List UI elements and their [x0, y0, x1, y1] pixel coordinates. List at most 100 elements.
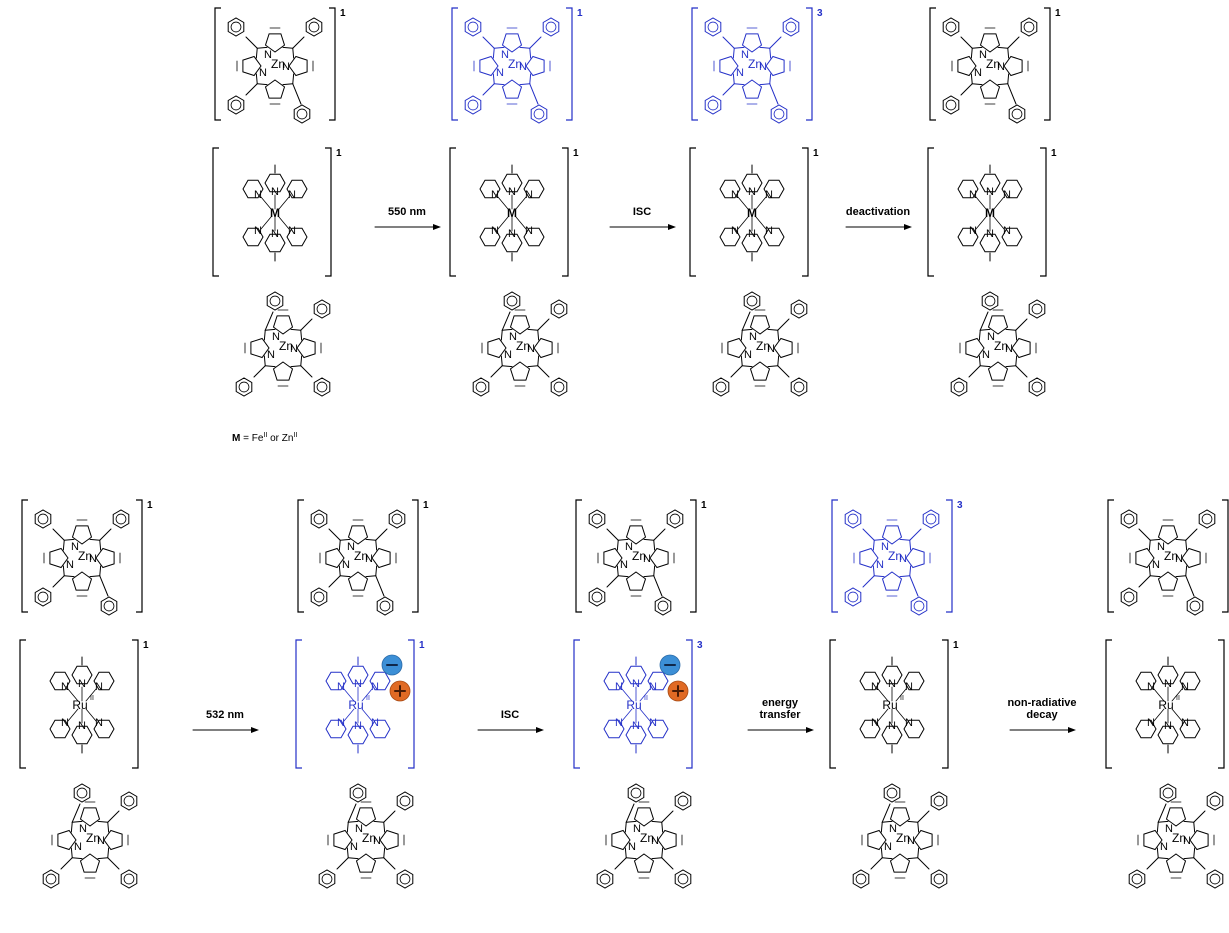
- nitrogen-label: N: [271, 228, 279, 240]
- nitrogen-label: N: [986, 186, 994, 198]
- nitrogen-label: N: [79, 823, 87, 835]
- nitrogen-label: N: [508, 186, 516, 198]
- nitrogen-label: N: [1164, 678, 1172, 690]
- nitrogen-label: N: [881, 541, 889, 553]
- nitrogen-label: N: [496, 67, 504, 79]
- oxidation-state-label: II: [1176, 695, 1180, 702]
- nitrogen-label: N: [519, 61, 527, 73]
- arrow-head-icon: [904, 224, 912, 230]
- spin-multiplicity-label: 3: [697, 640, 703, 651]
- metal-center-label: M: [507, 206, 517, 220]
- nitrogen-label: N: [899, 553, 907, 565]
- arrow-condition-label: ISC: [633, 206, 651, 218]
- nitrogen-label: N: [765, 225, 773, 237]
- nitrogen-label: N: [871, 681, 879, 693]
- zinc-label: Zn: [86, 831, 100, 845]
- spin-multiplicity-label: 1: [953, 640, 959, 651]
- arrow-condition-label: 550 nm: [388, 206, 426, 218]
- nitrogen-label: N: [884, 841, 892, 853]
- nitrogen-label: N: [1157, 541, 1165, 553]
- nitrogen-label: N: [889, 823, 897, 835]
- spin-multiplicity-label: 1: [336, 148, 342, 159]
- arrow-head-icon: [668, 224, 676, 230]
- zinc-label: Zn: [1172, 831, 1186, 845]
- spin-multiplicity-label: 1: [577, 8, 583, 19]
- nitrogen-label: N: [997, 61, 1005, 73]
- spin-multiplicity-label: 1: [423, 500, 429, 511]
- ruthenium-label: Ru: [1158, 698, 1173, 712]
- nitrogen-label: N: [905, 681, 913, 693]
- spin-multiplicity-label: 1: [813, 148, 819, 159]
- nitrogen-label: N: [633, 823, 641, 835]
- zinc-label: Zn: [888, 549, 902, 563]
- nitrogen-label: N: [905, 717, 913, 729]
- reaction-arrow: non-radiative decay: [1007, 697, 1077, 733]
- nitrogen-label: N: [974, 67, 982, 79]
- oxidation-state-label: II: [644, 695, 648, 702]
- nitrogen-label: N: [501, 49, 509, 61]
- nitrogen-label: N: [525, 225, 533, 237]
- spin-multiplicity-label: 1: [340, 8, 346, 19]
- nitrogen-label: N: [1164, 720, 1172, 732]
- nitrogen-label: N: [365, 553, 373, 565]
- nitrogen-label: N: [71, 541, 79, 553]
- nitrogen-label: N: [354, 678, 362, 690]
- nitrogen-label: N: [649, 681, 657, 693]
- ruthenium-label: Ru: [882, 698, 897, 712]
- nitrogen-label: N: [888, 678, 896, 690]
- nitrogen-label: N: [371, 681, 379, 693]
- nitrogen-label: N: [491, 189, 499, 201]
- bis-terpyridine-complex: NN NNN NM: [957, 164, 1023, 262]
- nitrogen-label: N: [748, 228, 756, 240]
- spin-multiplicity-label: 1: [147, 500, 153, 511]
- nitrogen-label: N: [632, 678, 640, 690]
- arrow-condition-label: deactivation: [846, 206, 910, 218]
- zinc-label: Zn: [986, 57, 1000, 71]
- zinc-label: Zn: [640, 831, 654, 845]
- nitrogen-label: N: [1165, 823, 1173, 835]
- bis-terpyridine-complex: NN NNN NM: [479, 164, 545, 262]
- nitrogen-label: N: [765, 189, 773, 201]
- nitrogen-label: N: [271, 186, 279, 198]
- bis-terpyridine-complex: NN NNN NRu II: [859, 656, 925, 754]
- spin-multiplicity-label: 3: [817, 8, 823, 19]
- reaction-arrow: ISC: [609, 206, 676, 230]
- nitrogen-label: N: [267, 349, 275, 361]
- zinc-label: Zn: [1164, 549, 1178, 563]
- nitrogen-label: N: [78, 720, 86, 732]
- nitrogen-label: N: [986, 228, 994, 240]
- nitrogen-label: N: [264, 49, 272, 61]
- reaction-arrow: ISC: [477, 709, 544, 733]
- nitrogen-label: N: [288, 225, 296, 237]
- reaction-arrow: 550 nm: [374, 206, 441, 230]
- reaction-arrow: energy transfer: [747, 697, 814, 733]
- bis-terpyridine-complex: NN NNN NRu II: [603, 656, 669, 754]
- nitrogen-label: N: [767, 343, 775, 355]
- arrow-head-icon: [433, 224, 441, 230]
- reaction-arrow: 532 nm: [192, 709, 259, 733]
- nitrogen-label: N: [527, 343, 535, 355]
- nitrogen-label: N: [97, 835, 105, 847]
- zinc-label: Zn: [354, 549, 368, 563]
- nitrogen-label: N: [337, 681, 345, 693]
- nitrogen-label: N: [342, 559, 350, 571]
- nitrogen-label: N: [736, 67, 744, 79]
- nitrogen-label: N: [643, 553, 651, 565]
- nitrogen-label: N: [371, 717, 379, 729]
- nitrogen-label: N: [871, 717, 879, 729]
- nitrogen-label: N: [744, 349, 752, 361]
- spin-multiplicity-label: 1: [1055, 8, 1061, 19]
